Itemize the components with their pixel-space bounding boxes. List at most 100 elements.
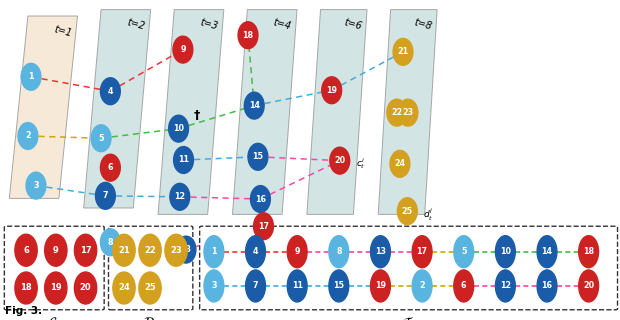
Text: 9: 9	[294, 247, 300, 256]
Ellipse shape	[495, 270, 515, 302]
Text: 8: 8	[107, 238, 113, 247]
Ellipse shape	[100, 78, 120, 105]
Ellipse shape	[250, 186, 270, 212]
Polygon shape	[9, 16, 78, 198]
Text: 9: 9	[53, 246, 59, 255]
Text: 20: 20	[80, 284, 91, 292]
Text: 10: 10	[500, 247, 511, 256]
Ellipse shape	[398, 99, 418, 126]
Text: 18: 18	[20, 284, 32, 292]
Ellipse shape	[95, 182, 115, 209]
Text: 13: 13	[375, 247, 386, 256]
Ellipse shape	[100, 154, 120, 181]
Ellipse shape	[15, 272, 37, 304]
Text: 1: 1	[29, 72, 33, 81]
Text: 3: 3	[211, 282, 216, 291]
Ellipse shape	[100, 229, 120, 256]
Text: 18: 18	[242, 31, 254, 40]
Text: 4: 4	[253, 247, 259, 256]
Ellipse shape	[397, 198, 417, 225]
Text: 12: 12	[500, 282, 511, 291]
Text: 12: 12	[174, 192, 185, 201]
Ellipse shape	[45, 234, 67, 266]
Text: $d_t^j$: $d_t^j$	[423, 206, 433, 223]
FancyBboxPatch shape	[4, 226, 104, 310]
Text: 11: 11	[291, 282, 303, 291]
Ellipse shape	[174, 147, 193, 173]
Text: t=8: t=8	[413, 18, 433, 32]
FancyBboxPatch shape	[108, 226, 193, 310]
Ellipse shape	[322, 77, 342, 104]
Ellipse shape	[74, 234, 97, 266]
Text: 11: 11	[178, 156, 189, 164]
Text: 7: 7	[253, 282, 259, 291]
Text: 24: 24	[394, 159, 405, 168]
Text: 14: 14	[249, 101, 260, 110]
Text: 15: 15	[334, 282, 344, 291]
Text: 5: 5	[461, 247, 466, 256]
Ellipse shape	[495, 236, 515, 268]
Text: 15: 15	[252, 152, 264, 161]
Text: 5: 5	[99, 134, 104, 143]
Ellipse shape	[91, 125, 111, 152]
Ellipse shape	[238, 22, 258, 49]
Text: 16: 16	[255, 195, 266, 204]
Text: $c_t^i$: $c_t^i$	[356, 156, 366, 171]
Text: 7: 7	[103, 191, 108, 200]
Text: 14: 14	[541, 247, 552, 256]
Ellipse shape	[371, 270, 391, 302]
Ellipse shape	[170, 183, 190, 210]
Ellipse shape	[165, 234, 187, 266]
Text: 1: 1	[211, 247, 216, 256]
Ellipse shape	[246, 236, 265, 268]
Ellipse shape	[45, 272, 67, 304]
Ellipse shape	[113, 234, 135, 266]
Ellipse shape	[393, 38, 413, 65]
Ellipse shape	[537, 236, 557, 268]
Polygon shape	[307, 10, 367, 214]
Text: 6: 6	[23, 246, 29, 255]
Text: 19: 19	[50, 284, 61, 292]
Text: 22: 22	[144, 246, 156, 255]
Ellipse shape	[454, 270, 474, 302]
FancyBboxPatch shape	[200, 226, 618, 310]
Text: 17: 17	[417, 247, 428, 256]
Text: 16: 16	[541, 282, 552, 291]
Text: 2: 2	[419, 282, 425, 291]
Ellipse shape	[329, 236, 348, 268]
Ellipse shape	[26, 172, 46, 199]
Ellipse shape	[169, 115, 188, 142]
Text: $\mathcal{D}_t$: $\mathcal{D}_t$	[143, 316, 159, 320]
Text: $\mathbf{\dagger}$: $\mathbf{\dagger}$	[193, 108, 200, 122]
Ellipse shape	[330, 147, 350, 174]
Text: 10: 10	[173, 124, 184, 133]
Text: 8: 8	[336, 247, 342, 256]
Text: 9: 9	[180, 45, 185, 54]
Ellipse shape	[454, 236, 474, 268]
Text: 20: 20	[583, 282, 594, 291]
Ellipse shape	[244, 92, 264, 119]
Text: 17: 17	[258, 222, 269, 231]
Text: 19: 19	[326, 86, 337, 95]
Text: 23: 23	[170, 246, 182, 255]
Text: 18: 18	[583, 247, 594, 256]
Ellipse shape	[371, 236, 391, 268]
Ellipse shape	[246, 270, 265, 302]
Ellipse shape	[74, 272, 97, 304]
Text: t=4: t=4	[272, 18, 292, 32]
Polygon shape	[158, 10, 224, 214]
Text: 4: 4	[108, 87, 113, 96]
Text: t=1: t=1	[53, 24, 73, 38]
Text: 17: 17	[80, 246, 91, 255]
Ellipse shape	[287, 270, 307, 302]
Ellipse shape	[204, 270, 224, 302]
Ellipse shape	[412, 270, 432, 302]
Ellipse shape	[113, 272, 135, 304]
Ellipse shape	[412, 236, 432, 268]
Text: t=6: t=6	[343, 18, 363, 32]
Text: 22: 22	[391, 108, 402, 117]
Text: t=2: t=2	[126, 18, 146, 32]
Ellipse shape	[329, 270, 348, 302]
Text: 25: 25	[144, 284, 156, 292]
Text: Fig. 3.: Fig. 3.	[5, 306, 42, 316]
